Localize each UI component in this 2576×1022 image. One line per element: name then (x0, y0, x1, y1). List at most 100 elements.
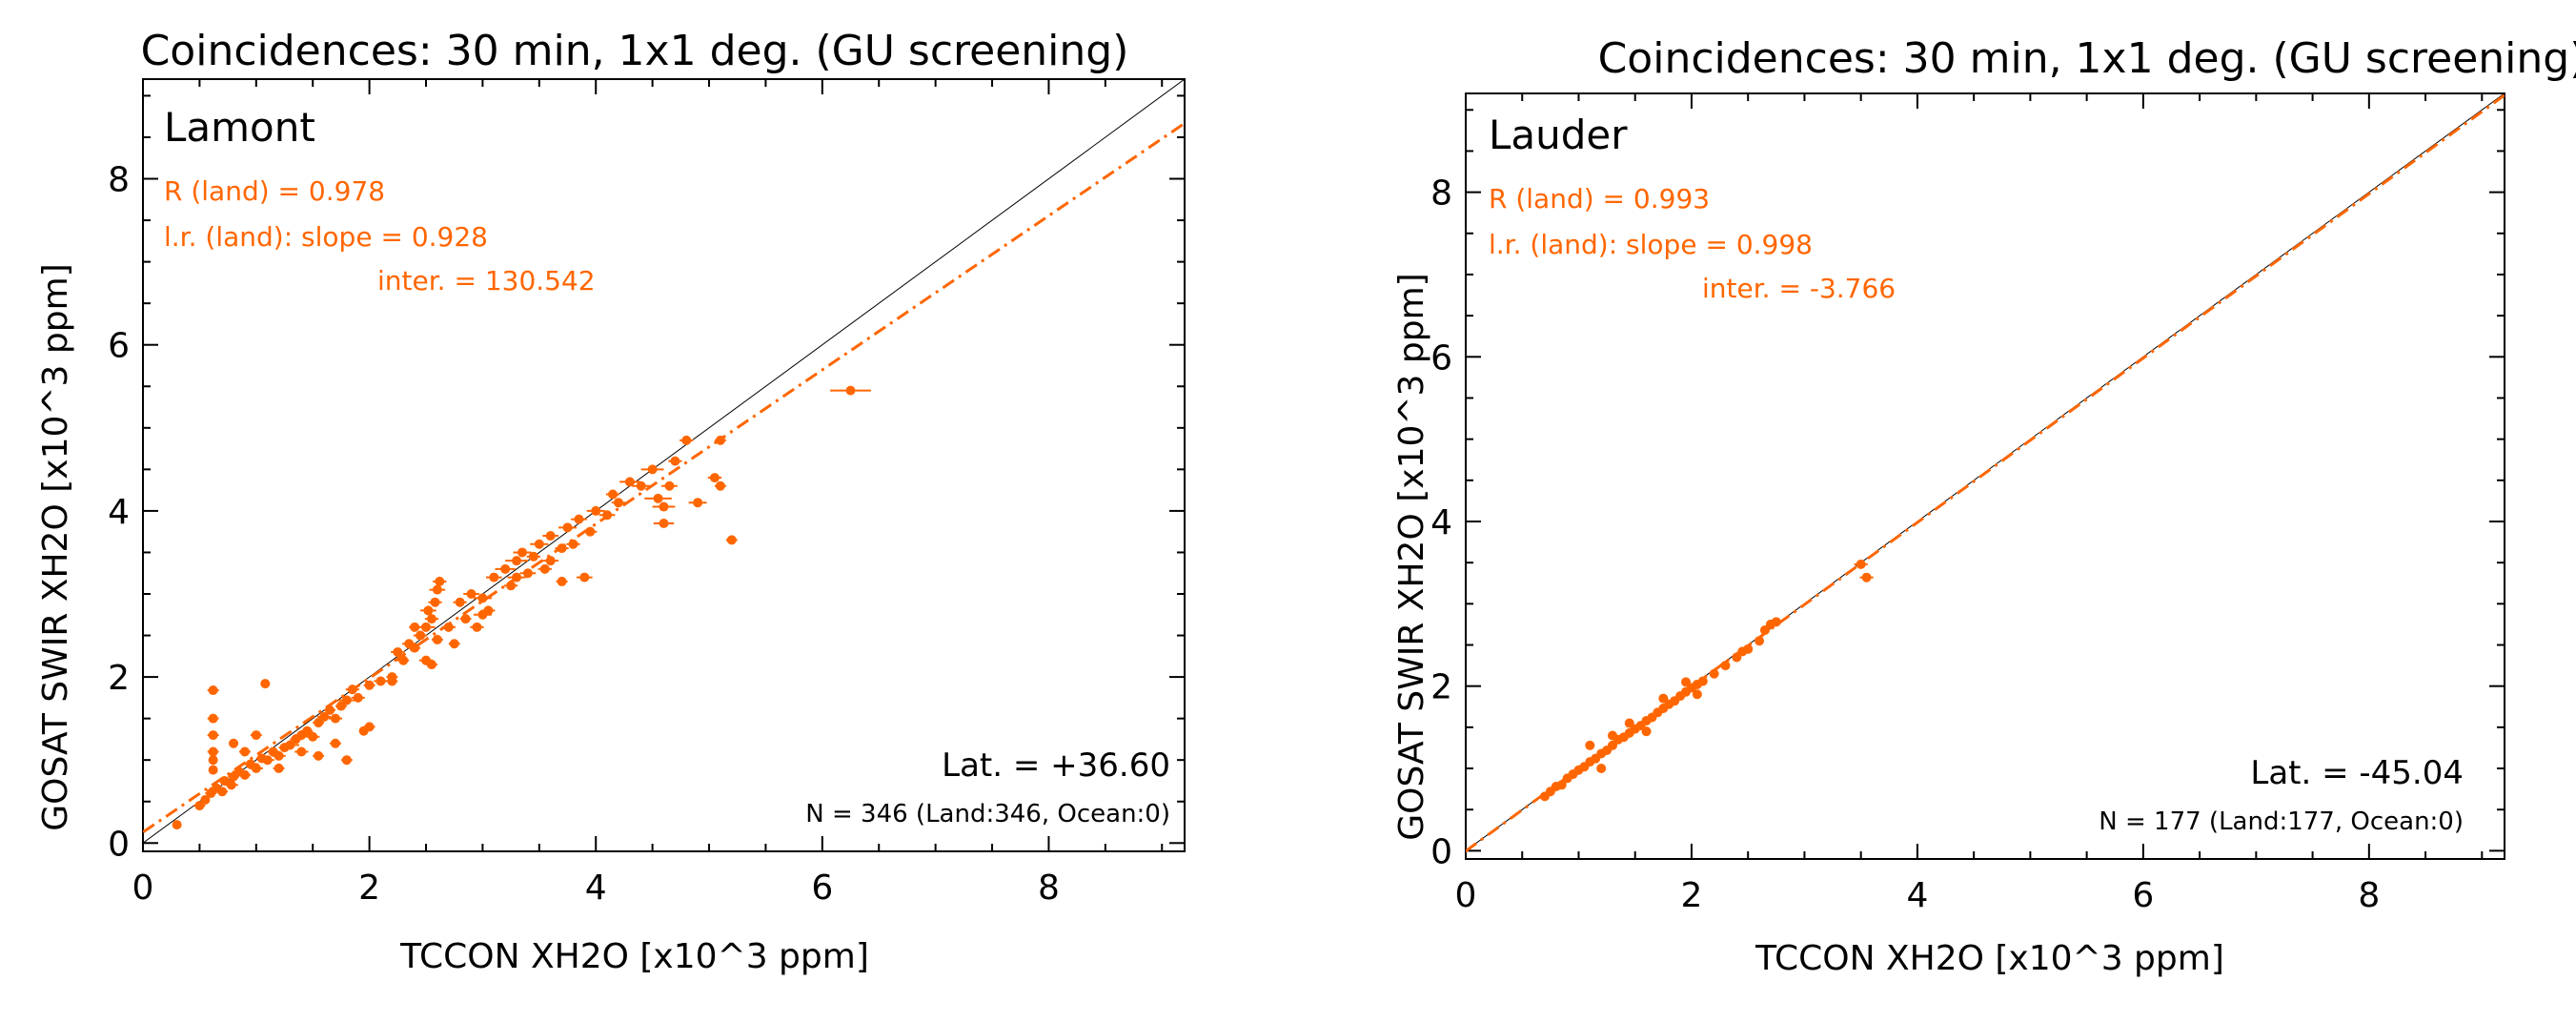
y-tick-label: 6 (1430, 338, 1452, 378)
data-point (330, 713, 340, 724)
data-point (274, 763, 284, 773)
data-point (636, 480, 646, 491)
x-tick-label: 2 (1681, 876, 1703, 915)
ylabel: GOSAT SWIR XH2O [x10^3 ppm] (1392, 273, 1431, 840)
data-point (1692, 689, 1702, 700)
data-point (602, 510, 613, 521)
data-point (347, 685, 357, 695)
data-point (226, 780, 236, 790)
data-point (715, 435, 725, 445)
x-tick-label: 6 (811, 869, 833, 908)
x-tick-label: 2 (358, 869, 380, 908)
data-point (364, 680, 375, 690)
data-point (341, 695, 352, 705)
data-point (314, 750, 324, 761)
data-point (251, 763, 261, 773)
data-point (200, 795, 211, 805)
n-text: N = 346 (Land:346, Ocean:0) (805, 800, 1170, 828)
y-tick-label: 4 (1430, 503, 1452, 542)
station-label: Lauder (1489, 112, 1628, 158)
data-point (260, 679, 271, 689)
data-point (1709, 668, 1719, 679)
chart-panel-lamont: Coincidences: 30 min, 1x1 deg. (GU scree… (36, 27, 1186, 976)
data-point (512, 572, 522, 583)
data-point (426, 614, 436, 624)
lat-text: Lat. = +36.60 (942, 746, 1170, 785)
data-point (455, 597, 465, 607)
data-point (421, 622, 432, 632)
x-tick-label: 4 (585, 869, 607, 908)
data-point (358, 726, 369, 736)
station-label: Lamont (164, 104, 315, 151)
plot-frame (142, 78, 1186, 852)
y-tick-label: 0 (108, 825, 130, 864)
regression-line (143, 121, 1185, 834)
data-point (341, 755, 352, 766)
data-point (208, 746, 218, 757)
data-point (239, 769, 250, 780)
data-point (477, 609, 488, 620)
data-point (1624, 718, 1634, 728)
y-tick-label: 2 (108, 659, 130, 698)
chart-panel-lauder: Coincidences: 30 min, 1x1 deg. (GU scree… (1392, 34, 2576, 978)
data-point (591, 505, 601, 516)
data-point (1755, 636, 1765, 646)
data-point (659, 501, 669, 512)
lr-text: l.r. (land): slope = 0.998 (1489, 229, 1813, 260)
plot-frame (1465, 92, 2505, 860)
data-point (239, 746, 250, 757)
n-text: N = 177 (Land:177, Ocean:0) (2099, 807, 2464, 836)
inter-text: inter. = -3.766 (1702, 273, 1896, 304)
data-point (430, 597, 440, 607)
data-point (568, 539, 578, 549)
data-point (512, 556, 522, 566)
data-point (624, 477, 635, 487)
data-point (1681, 677, 1692, 687)
data-point (489, 572, 499, 583)
data-point (472, 622, 482, 632)
data-point (1596, 764, 1607, 774)
data-point (217, 787, 228, 797)
plot-content (1466, 93, 2505, 853)
data-point (262, 755, 273, 766)
data-point (539, 563, 550, 574)
data-point (172, 820, 182, 830)
data-point (274, 750, 284, 761)
data-point (208, 755, 218, 766)
data-point (325, 705, 335, 715)
data-point (375, 676, 386, 686)
x-tick-label: 0 (1455, 876, 1477, 915)
data-point (208, 685, 218, 696)
x-tick-label: 8 (2358, 876, 2380, 915)
data-point (387, 676, 397, 686)
plot-content (143, 79, 1185, 844)
data-point (557, 576, 567, 586)
data-point (1585, 740, 1595, 750)
data-point (613, 498, 623, 508)
chart-title: Coincidences: 30 min, 1x1 deg. (GU scree… (1598, 34, 2576, 83)
data-point (726, 535, 737, 545)
data-point (1720, 661, 1731, 671)
data-point (545, 556, 556, 566)
y-tick-label: 6 (108, 327, 130, 366)
data-point (845, 385, 856, 396)
data-point (517, 547, 527, 558)
data-point (208, 730, 218, 741)
data-point (1771, 617, 1781, 627)
data-point (296, 746, 307, 757)
data-point (319, 711, 330, 722)
data-point (449, 639, 459, 649)
data-point (466, 589, 477, 599)
data-point (693, 498, 703, 508)
data-point (574, 514, 584, 524)
data-point (208, 713, 218, 724)
data-point (1658, 693, 1669, 704)
data-point (1861, 572, 1872, 583)
y-tick-label: 0 (1430, 832, 1452, 871)
data-point (522, 568, 533, 579)
x-tick-label: 0 (132, 869, 154, 908)
x-tick-label: 8 (1038, 869, 1060, 908)
data-point (1608, 730, 1618, 741)
data-point (506, 581, 517, 591)
data-point (1556, 780, 1567, 790)
